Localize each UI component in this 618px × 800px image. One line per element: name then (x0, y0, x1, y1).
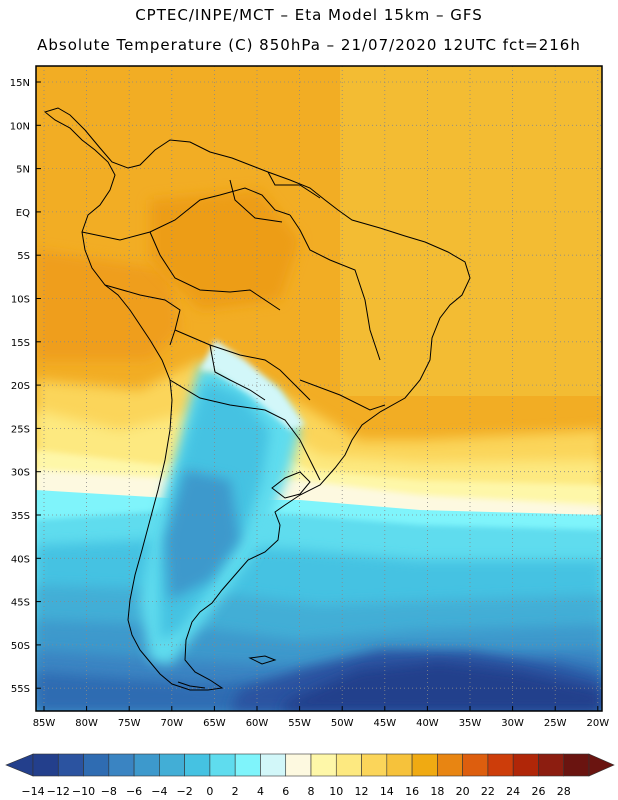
map-frame (35, 65, 603, 712)
colorbar-label: −6 (126, 785, 142, 798)
lat-label-10s: 10S (11, 295, 30, 306)
coastline-borders (43, 107, 471, 691)
lon-label-30w: 30W (501, 718, 524, 729)
colorbar-arrow-low (5, 753, 34, 777)
colorbar-label: −14 (21, 785, 44, 798)
lat-label-35s: 35S (11, 511, 30, 522)
lon-label-25w: 25W (544, 718, 567, 729)
lon-label-50w: 50W (331, 718, 354, 729)
colorbar-label: 6 (282, 785, 289, 798)
lat-label-eq: EQ (16, 208, 30, 219)
colorbar-swatch (83, 753, 110, 777)
colorbar-swatch (411, 753, 438, 777)
lat-label-5n: 5N (16, 165, 30, 176)
colorbar-swatch (361, 753, 388, 777)
colorbar-label: 20 (456, 785, 470, 798)
temperature-field (36, 66, 602, 711)
colorbar-swatch (133, 753, 160, 777)
lat-label-15s: 15S (11, 338, 30, 349)
colorbar-label: 18 (430, 785, 444, 798)
colorbar-label: 12 (355, 785, 369, 798)
lon-label-70w: 70W (160, 718, 183, 729)
colorbar-label: 28 (557, 785, 571, 798)
lon-label-55w: 55W (288, 718, 311, 729)
colorbar-swatch (209, 753, 236, 777)
colorbar-swatch (184, 753, 211, 777)
colorbar-swatch (487, 753, 514, 777)
lon-label-20w: 20W (586, 718, 609, 729)
lat-label-40s: 40S (11, 554, 30, 565)
lat-label-30s: 30S (11, 468, 30, 479)
colorbar-label: 0 (206, 785, 213, 798)
lat-label-20s: 20S (11, 381, 30, 392)
lat-label-55s: 55S (11, 684, 30, 695)
colorbar: −14 −12 −10 −8 −6 −4 −2 0 2 4 6 8 10 12 14 16 18 20 22 24 26… (5, 753, 615, 798)
colorbar-label: 16 (405, 785, 419, 798)
colorbar-swatch (57, 753, 84, 777)
colorbar-swatch (159, 753, 185, 777)
colorbar-swatch (234, 753, 261, 777)
lon-label-35w: 35W (459, 718, 482, 729)
lat-label-50s: 50S (11, 641, 30, 652)
colorbar-swatch (32, 753, 59, 777)
colorbar-label: 4 (257, 785, 264, 798)
colorbar-arrow-high (588, 753, 615, 777)
colorbar-label: 10 (329, 785, 343, 798)
chart-title-line-1: CPTEC/INPE/MCT – Eta Model 15km – GFS (135, 6, 483, 24)
colorbar-swatch (563, 753, 590, 777)
colorbar-swatch (260, 753, 287, 777)
colorbar-swatch (538, 753, 565, 777)
lon-label-75w: 75W (118, 718, 141, 729)
latitude-labels: 15N 10N 5N EQ 5S 10S 15S 20S 25S 30S 35S 40S 45S 50S 5… (10, 78, 41, 695)
lat-label-25s: 25S (11, 424, 30, 435)
lon-label-45w: 45W (373, 718, 396, 729)
colorbar-swatch (512, 753, 539, 777)
colorbar-swatch (462, 753, 489, 777)
lon-label-40w: 40W (416, 718, 439, 729)
colorbar-swatch (108, 753, 135, 777)
colorbar-label: 22 (481, 785, 495, 798)
longitude-labels: 85W 80W 75W 70W 65W 60W 55W 50W 45W 40W 35W 30W 25W 2… (33, 706, 609, 729)
colorbar-label: −10 (72, 785, 95, 798)
colorbar-swatch (285, 753, 312, 777)
lat-label-45s: 45S (11, 598, 30, 609)
lat-label-5s: 5S (17, 251, 30, 262)
lat-label-15n: 15N (10, 78, 30, 89)
lon-label-85w: 85W (33, 718, 56, 729)
colorbar-label: 2 (232, 785, 239, 798)
colorbar-label: 14 (380, 785, 394, 798)
lon-label-65w: 65W (203, 718, 226, 729)
colorbar-label: 24 (506, 785, 520, 798)
colorbar-label: −8 (101, 785, 117, 798)
colorbar-swatch (335, 753, 362, 777)
colorbar-swatch (310, 753, 337, 777)
chart-title-line-2: Absolute Temperature (C) 850hPa – 21/07/… (37, 36, 581, 54)
colorbar-label: −2 (177, 785, 193, 798)
lon-label-80w: 80W (75, 718, 98, 729)
colorbar-label: −4 (151, 785, 167, 798)
colorbar-label: −12 (47, 785, 70, 798)
colorbar-swatch (386, 753, 413, 777)
colorbar-swatch (437, 753, 463, 777)
colorbar-label: 8 (308, 785, 315, 798)
colorbar-label: 26 (531, 785, 545, 798)
lon-label-60w: 60W (246, 718, 269, 729)
lat-label-10n: 10N (10, 121, 30, 132)
